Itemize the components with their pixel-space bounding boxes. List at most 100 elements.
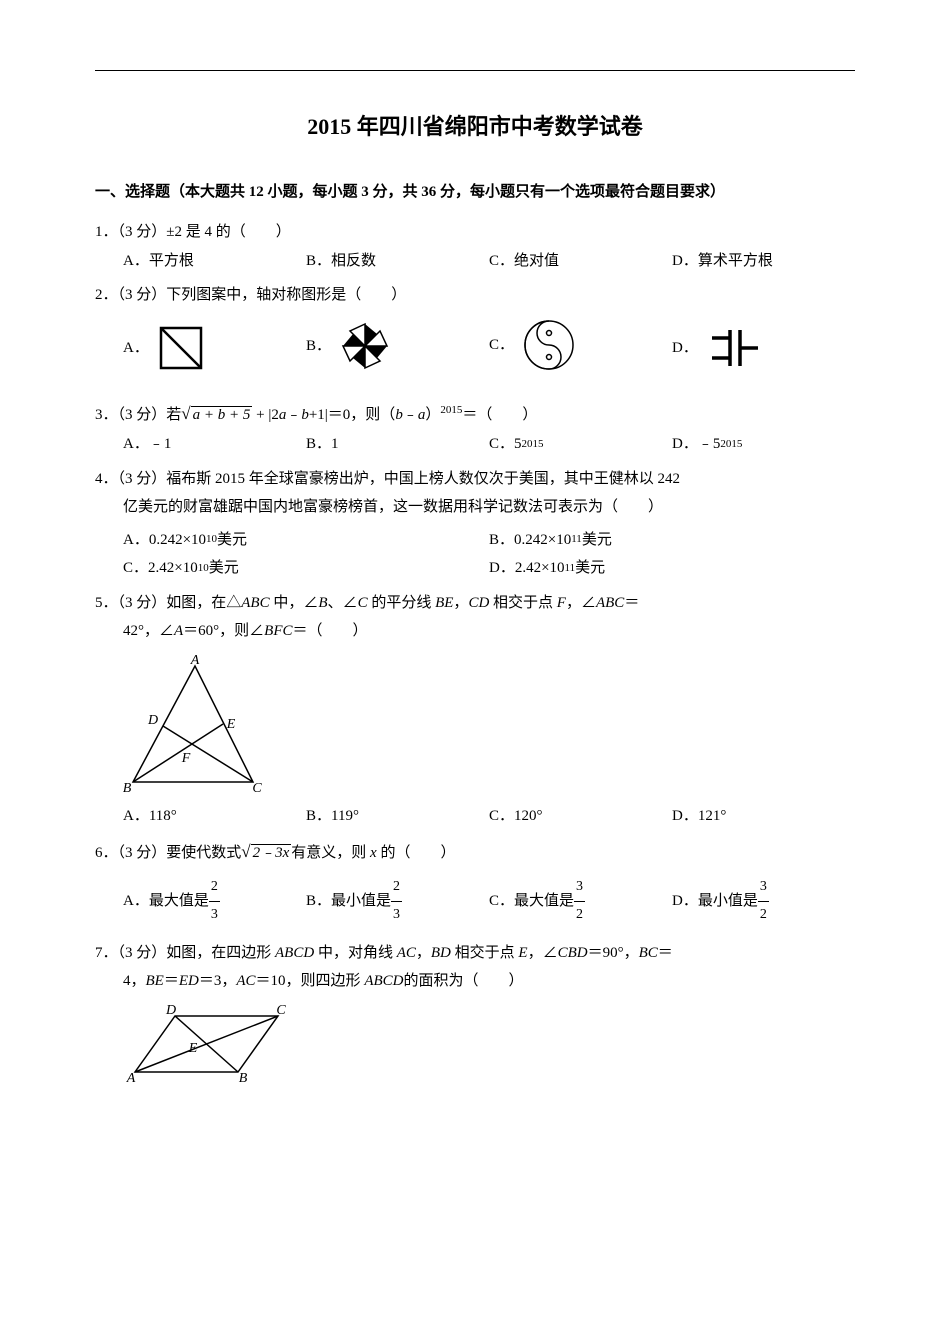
var: BFC: [264, 623, 292, 639]
exponent: 2015: [440, 404, 462, 416]
text: C．2.42×10: [123, 554, 198, 583]
sqrt-icon: √: [181, 404, 190, 423]
text: ，∠: [566, 595, 596, 611]
text: ，∠: [528, 945, 558, 961]
option-c: C．: [489, 318, 672, 372]
option-d: D．﹣52015: [672, 430, 855, 459]
option-b: B．119°: [306, 802, 489, 831]
text: 7．（3 分）如图，在四边形: [95, 945, 275, 961]
question-text: 4．（3 分）福布斯 2015 年全球富豪榜出炉，中国上榜人数仅次于美国，其中王…: [95, 465, 855, 494]
text: 3．（3 分）若: [95, 407, 181, 423]
question-3: 3．（3 分）若√a + b + 5 + |2a﹣b+1|＝0，则（b﹣a）20…: [95, 398, 855, 459]
question-text: 1．（3 分）±2 是 4 的（ ）: [95, 218, 855, 247]
var: E: [518, 945, 527, 961]
text: A．最大值是: [123, 887, 209, 916]
text: 5．（3 分）如图，在△: [95, 595, 241, 611]
var: x: [370, 845, 377, 861]
option-label: A．: [123, 334, 149, 363]
text: 、∠: [328, 595, 358, 611]
pinwheel-icon: [339, 320, 391, 372]
var: ABC: [241, 595, 269, 611]
text: D．﹣5: [672, 430, 720, 459]
text: ＝: [658, 945, 673, 961]
svg-text:C: C: [276, 1004, 286, 1018]
exponent: 11: [565, 558, 576, 579]
option-c: C．最大值是32: [489, 874, 672, 928]
var: ABCD: [275, 945, 314, 961]
text: 相交于点: [489, 595, 557, 611]
text: A．0.242×10: [123, 526, 206, 555]
question-text-cont: 4，BE＝ED＝3，AC＝10，则四边形 ABCD的面积为（ ）: [95, 967, 855, 996]
text: 中，对角线: [314, 945, 397, 961]
text: ＝60°，则∠: [183, 623, 264, 639]
option-d: D．最小值是32: [672, 874, 855, 928]
question-2: 2．（3 分）下列图案中，轴对称图形是（ ） A． B．: [95, 281, 855, 380]
svg-text:E: E: [188, 1041, 198, 1056]
question-text: 3．（3 分）若√a + b + 5 + |2a﹣b+1|＝0，则（b﹣a）20…: [95, 398, 855, 430]
text: 美元: [575, 554, 605, 583]
text: D．2.42×10: [489, 554, 565, 583]
var: ED: [179, 973, 199, 989]
text: ＝（ ）: [462, 407, 537, 423]
var: BC: [639, 945, 658, 961]
text: ，: [416, 945, 431, 961]
text: 6．（3 分）要使代数式: [95, 845, 241, 861]
options-row: A．0.242×1010 美元 B．0.242×1011 美元 C．2.42×1…: [95, 526, 855, 583]
text: 美元: [217, 526, 247, 555]
text: B．最小值是: [306, 887, 391, 916]
text: C．最大值是: [489, 887, 574, 916]
question-1: 1．（3 分）±2 是 4 的（ ） A．平方根 B．相反数 C．绝对值 D．算…: [95, 218, 855, 275]
option-label: C．: [489, 331, 514, 360]
exponent: 2015: [720, 434, 742, 455]
var: BE: [435, 595, 453, 611]
question-text: 5．（3 分）如图，在△ABC 中，∠B、∠C 的平分线 BE，CD 相交于点 …: [95, 589, 855, 618]
text: ＝: [164, 973, 179, 989]
text: ＝10，则四边形: [256, 973, 365, 989]
option-label: D．: [672, 334, 698, 363]
question-text-cont: 42°，∠A＝60°，则∠BFC＝（ ）: [95, 617, 855, 646]
question-4: 4．（3 分）福布斯 2015 年全球富豪榜出炉，中国上榜人数仅次于美国，其中王…: [95, 465, 855, 583]
svg-text:A: A: [126, 1071, 136, 1084]
sqrt-expr: 2﹣3x: [251, 844, 292, 861]
text: 中，∠: [270, 595, 319, 611]
text: ＝3，: [199, 973, 237, 989]
fraction: 32: [758, 874, 769, 928]
var: ABCD: [364, 973, 403, 989]
option-a: A．最大值是23: [123, 874, 306, 928]
text: C．5: [489, 430, 522, 459]
page-title: 2015 年四川省绵阳市中考数学试卷: [95, 106, 855, 148]
text: 的平分线: [368, 595, 436, 611]
exponent: 10: [198, 558, 209, 579]
option-d: D．算术平方根: [672, 247, 855, 276]
options-row: A．平方根 B．相反数 C．绝对值 D．算术平方根: [95, 247, 855, 276]
svg-text:B: B: [239, 1071, 248, 1084]
var: AC: [236, 973, 255, 989]
sqrt-expr: a + b + 5: [191, 406, 253, 423]
exponent: 10: [206, 529, 217, 550]
svg-text:F: F: [181, 751, 191, 766]
text: 相交于点: [451, 945, 519, 961]
option-a: A．平方根: [123, 247, 306, 276]
var: BD: [431, 945, 451, 961]
svg-text:B: B: [123, 781, 132, 794]
shape-a-icon: [157, 324, 205, 372]
option-c: C．120°: [489, 802, 672, 831]
option-a: A．0.242×1010 美元: [123, 526, 489, 555]
var: F: [557, 595, 566, 611]
question-text-cont: 亿美元的财富雄踞中国内地富豪榜榜首，这一数据用科学记数法可表示为（ ）: [95, 493, 855, 522]
symbol-d-icon: [706, 324, 764, 372]
svg-text:A: A: [190, 654, 200, 668]
text: ，: [453, 595, 468, 611]
fraction: 23: [209, 874, 220, 928]
option-c: C．52015: [489, 430, 672, 459]
option-b: B．: [306, 320, 489, 372]
svg-text:D: D: [147, 713, 158, 728]
fraction: 32: [574, 874, 585, 928]
var: BE: [146, 973, 164, 989]
fraction: 23: [391, 874, 402, 928]
text: ＝: [624, 595, 639, 611]
quadrilateral-figure: A B C D E: [95, 1004, 855, 1084]
question-5: 5．（3 分）如图，在△ABC 中，∠B、∠C 的平分线 BE，CD 相交于点 …: [95, 589, 855, 831]
var: A: [174, 623, 183, 639]
option-c: C．绝对值: [489, 247, 672, 276]
